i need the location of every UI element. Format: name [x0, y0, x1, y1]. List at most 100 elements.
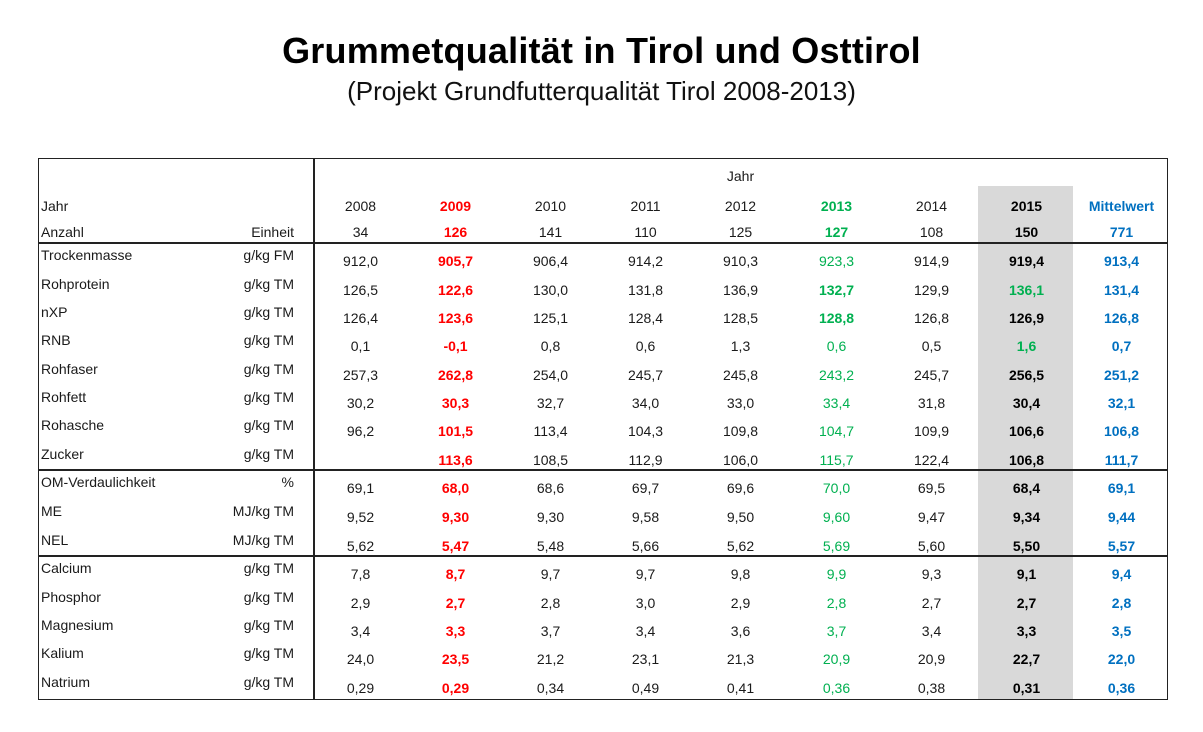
row-label: Rohfett [41, 389, 87, 405]
table-cell: 9,1 [1016, 566, 1037, 582]
sample-count: 771 [1109, 224, 1134, 240]
table-cell: 3,0 [635, 595, 656, 611]
table-cell: 256,5 [1008, 367, 1045, 383]
label-column-divider [313, 158, 315, 700]
row-unit: g/kg TM [243, 560, 294, 576]
page-subtitle: (Projekt Grundfutterqualität Tirol 2008-… [347, 76, 856, 106]
year-header: 2009 [439, 198, 472, 214]
table-cell: 20,9 [822, 651, 851, 667]
year-header: 2015 [1010, 198, 1043, 214]
table-cell: 69,1 [1107, 480, 1136, 496]
table-cell: 21,3 [726, 651, 755, 667]
table-cell: 33,4 [822, 395, 851, 411]
table-cell: 20,9 [917, 651, 946, 667]
table-cell: 905,7 [437, 253, 474, 269]
row-unit: g/kg TM [243, 674, 294, 690]
table-cell: 243,2 [818, 367, 855, 383]
unit-column-header: Einheit [251, 224, 294, 240]
table-cell: 23,1 [631, 651, 660, 667]
row-label: Rohfaser [41, 361, 98, 377]
table-cell: 113,4 [533, 423, 568, 439]
table-cell: 21,2 [536, 651, 565, 667]
highlight-column-2015 [978, 186, 1073, 699]
table-cell: 126,4 [342, 310, 379, 326]
year-header: 2010 [534, 198, 567, 214]
row-unit: g/kg TM [243, 276, 294, 292]
table-cell: 126,8 [913, 310, 950, 326]
table-cell: 128,5 [722, 310, 759, 326]
table-cell: 251,2 [1103, 367, 1140, 383]
row-label: Natrium [41, 674, 91, 690]
table-cell: 31,8 [917, 395, 946, 411]
table-cell: 126,9 [1008, 310, 1045, 326]
table-cell: 69,1 [346, 480, 375, 496]
table-cell: 122,6 [437, 282, 474, 298]
table-cell: 106,0 [722, 452, 759, 468]
table-cell: 3,7 [540, 623, 561, 639]
table-cell: 1,6 [1016, 338, 1037, 354]
table-cell: 0,6 [826, 338, 847, 354]
year-header: 2013 [820, 198, 853, 214]
table-cell: 0,1 [350, 338, 371, 354]
table-cell: 245,7 [627, 367, 664, 383]
table-cell: 111,7 [1104, 452, 1139, 468]
table-cell: 5,47 [441, 538, 470, 554]
table-cell: 0,29 [441, 680, 470, 696]
table-cell: 128,8 [818, 310, 855, 326]
table-cell: 919,4 [1008, 253, 1045, 269]
table-cell: 5,50 [1012, 538, 1041, 554]
table-cell: 0,34 [536, 680, 565, 696]
table-cell: 9,7 [635, 566, 656, 582]
table-cell: 0,36 [822, 680, 851, 696]
table-cell: 914,9 [913, 253, 950, 269]
table-cell: 104,7 [818, 423, 855, 439]
table-cell: 68,4 [1012, 480, 1041, 496]
table-cell: 913,4 [1103, 253, 1140, 269]
table-cell: 9,60 [822, 509, 851, 525]
section-divider-minerals [38, 555, 1168, 557]
table-cell: 109,9 [913, 423, 950, 439]
table-cell: 2,8 [826, 595, 847, 611]
row-label-jahr: Jahr [41, 198, 69, 214]
table-cell: 106,8 [1103, 423, 1140, 439]
table-cell: 23,5 [441, 651, 470, 667]
table-cell: 9,30 [441, 509, 470, 525]
sample-count: 141 [538, 224, 563, 240]
table-cell: 914,2 [627, 253, 664, 269]
row-label: Zucker [41, 446, 84, 462]
row-unit: g/kg TM [243, 645, 294, 661]
sample-count: 127 [824, 224, 849, 240]
table-cell: 9,30 [536, 509, 565, 525]
table-cell: 3,7 [826, 623, 847, 639]
table-cell: 32,7 [536, 395, 565, 411]
year-header: 2012 [724, 198, 757, 214]
table-cell: 0,38 [917, 680, 946, 696]
table-cell: 9,7 [540, 566, 561, 582]
sample-count: 125 [728, 224, 753, 240]
row-unit: g/kg TM [243, 304, 294, 320]
table-cell: 5,62 [346, 538, 375, 554]
table-cell: 2,7 [445, 595, 466, 611]
year-header: Mittelwert [1088, 198, 1155, 214]
row-label: ME [41, 503, 62, 519]
table-cell: 2,9 [350, 595, 371, 611]
table-cell: 30,4 [1012, 395, 1041, 411]
row-unit: g/kg TM [243, 417, 294, 433]
table-cell: 5,57 [1107, 538, 1136, 554]
row-label-anzahl: Anzahl [41, 224, 84, 240]
table-cell: 126,8 [1103, 310, 1140, 326]
table-cell: 9,3 [921, 566, 942, 582]
table-cell: 0,5 [921, 338, 942, 354]
year-header: 2014 [915, 198, 948, 214]
row-label: Phosphor [41, 589, 101, 605]
table-cell: 9,8 [730, 566, 751, 582]
table-cell: 0,29 [346, 680, 375, 696]
table-cell: 125,1 [532, 310, 569, 326]
table-cell: 122,4 [913, 452, 950, 468]
table-cell: 245,7 [913, 367, 950, 383]
table-cell: 0,6 [635, 338, 656, 354]
table-cell: 912,0 [342, 253, 379, 269]
table-cell: 69,6 [726, 480, 755, 496]
table-cell: 3,4 [921, 623, 942, 639]
row-label: Magnesium [41, 617, 114, 633]
